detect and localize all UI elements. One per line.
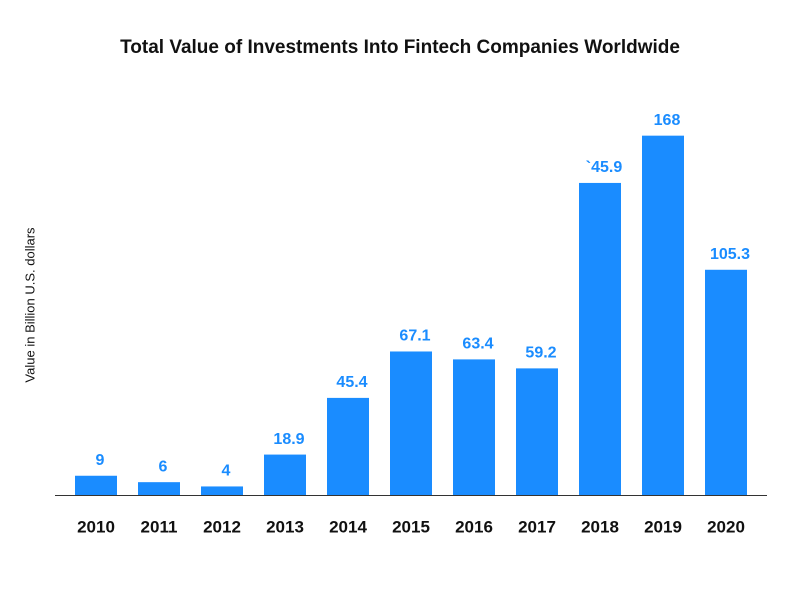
bar [201, 486, 243, 495]
value-label: `45.9 [586, 159, 623, 176]
bar [453, 359, 495, 495]
value-label: 4 [222, 463, 231, 480]
value-label: 45.4 [336, 374, 367, 391]
x-tick-label: 2011 [141, 517, 178, 536]
x-tick-label: 2020 [707, 517, 745, 536]
chart-title: Total Value of Investments Into Fintech … [120, 37, 680, 58]
x-tick-label: 2010 [77, 517, 115, 536]
x-tick-label: 2017 [518, 517, 556, 536]
bar [579, 182, 621, 496]
bar [138, 482, 180, 495]
value-label: 168 [654, 112, 681, 129]
value-label: 67.1 [399, 328, 430, 345]
bar [705, 269, 747, 495]
value-label: 63.4 [462, 336, 493, 353]
bar [642, 135, 684, 495]
value-label: 105.3 [710, 246, 750, 263]
bar [264, 454, 306, 495]
y-axis-label: Value in Billion U.S. dollars [22, 227, 37, 383]
x-tick-label: 2014 [329, 517, 367, 536]
value-label: 59.2 [525, 345, 556, 362]
x-tick-label: 2018 [581, 517, 619, 536]
bar [327, 397, 369, 495]
bar [390, 351, 432, 495]
x-tick-label: 2016 [455, 517, 493, 536]
value-label: 6 [159, 458, 168, 475]
x-tick-label: 2015 [392, 517, 430, 536]
bar [75, 475, 117, 495]
x-tick-label: 2019 [644, 517, 682, 536]
value-label: 18.9 [273, 431, 304, 448]
x-tick-label: 2013 [266, 517, 304, 536]
bar [516, 368, 558, 495]
value-label: 9 [96, 452, 105, 469]
x-tick-label: 2012 [203, 517, 241, 536]
